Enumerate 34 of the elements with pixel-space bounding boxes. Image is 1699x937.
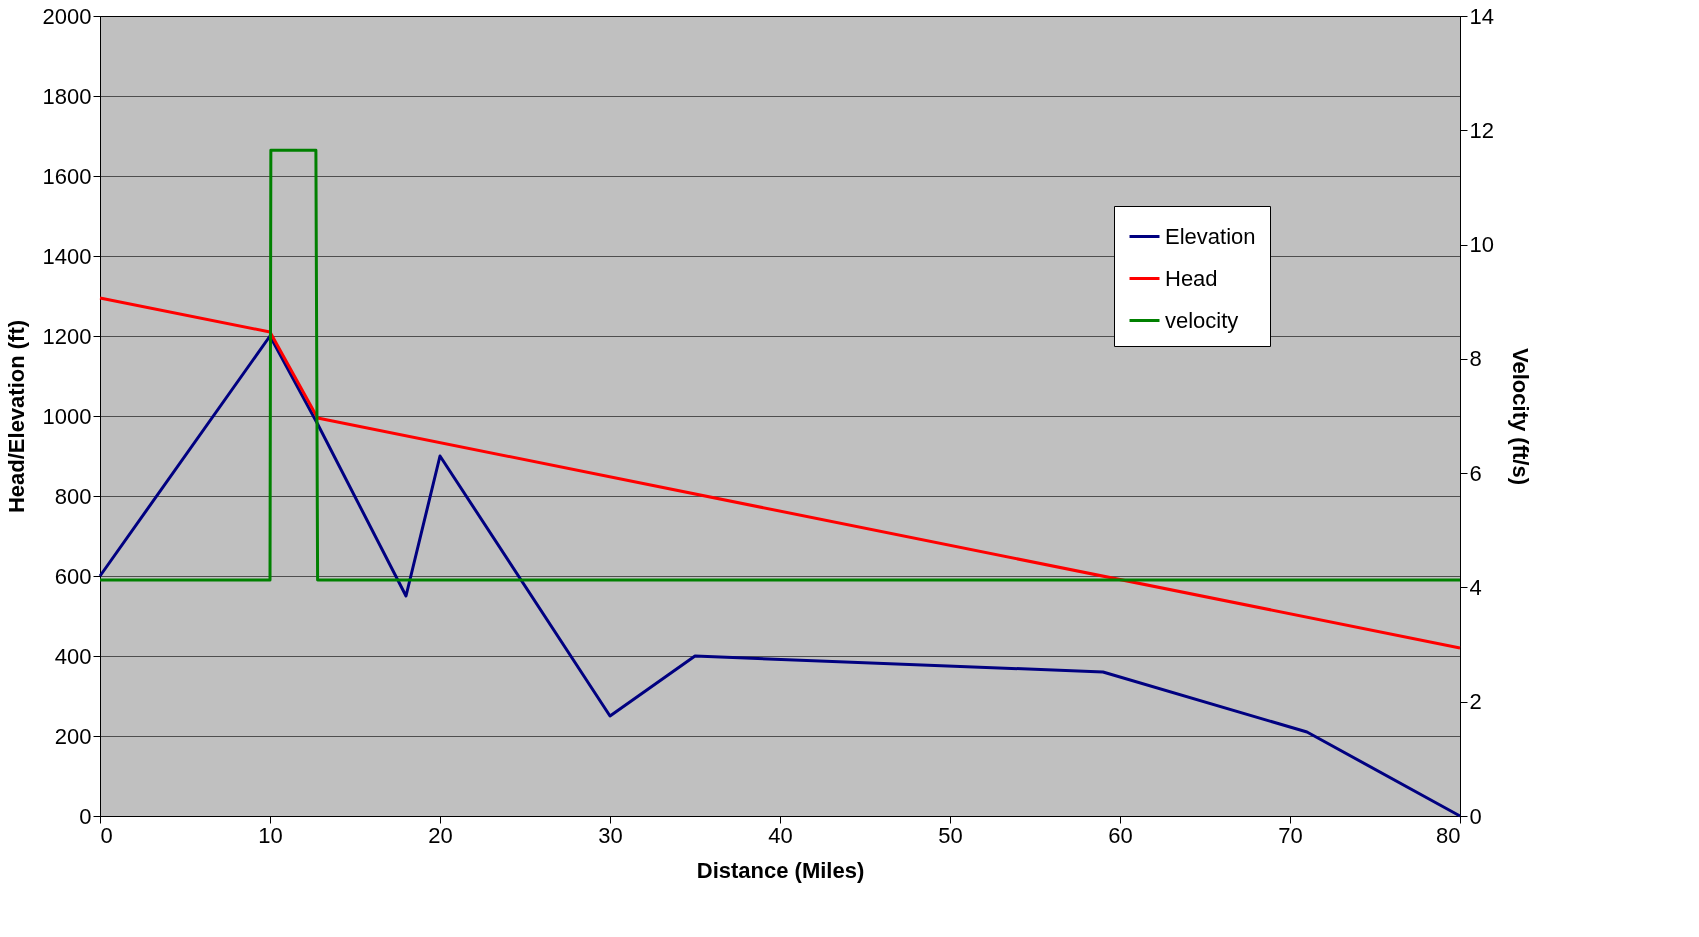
x-tick-label: 60 xyxy=(1108,822,1133,848)
legend-label: Elevation xyxy=(1165,223,1256,249)
x-axis-title: Distance (Miles) xyxy=(696,857,865,883)
y2-tick-label: 12 xyxy=(1469,117,1494,143)
x-tick-label: 40 xyxy=(768,822,793,848)
x-tick-label: 70 xyxy=(1278,822,1303,848)
y-tick-label: 1800 xyxy=(42,83,92,109)
y2-tick-label: 2 xyxy=(1469,689,1482,715)
x-tick-label: 0 xyxy=(100,822,113,848)
y-tick-label: 1200 xyxy=(42,323,92,349)
y2-axis-title: Velocity (ft/s) xyxy=(1507,348,1533,485)
y2-tick-label: 10 xyxy=(1469,232,1494,258)
y-tick-label: 800 xyxy=(54,483,92,509)
legend-label: velocity xyxy=(1165,307,1239,333)
y2-tick-label: 8 xyxy=(1469,346,1482,372)
y2-tick-label: 14 xyxy=(1469,3,1494,29)
y-tick-label: 600 xyxy=(54,563,92,589)
x-tick-label: 80 xyxy=(1436,822,1461,848)
x-tick-label: 10 xyxy=(258,822,283,848)
legend-label: Head xyxy=(1165,265,1218,291)
y-tick-label: 200 xyxy=(54,723,92,749)
y-tick-label: 1000 xyxy=(42,403,92,429)
y-tick-label: 400 xyxy=(54,643,92,669)
x-tick-label: 50 xyxy=(938,822,963,848)
y2-tick-label: 6 xyxy=(1469,460,1482,486)
y-tick-label: 0 xyxy=(79,803,92,829)
y-tick-label: 1400 xyxy=(42,243,92,269)
y2-tick-label: 4 xyxy=(1469,574,1482,600)
y-tick-label: 1600 xyxy=(42,163,92,189)
y2-tick-label: 0 xyxy=(1469,803,1482,829)
x-tick-label: 20 xyxy=(428,822,453,848)
x-tick-label: 30 xyxy=(598,822,623,848)
y-axis-title: Head/Elevation (ft) xyxy=(3,319,29,514)
y-tick-label: 2000 xyxy=(42,3,92,29)
